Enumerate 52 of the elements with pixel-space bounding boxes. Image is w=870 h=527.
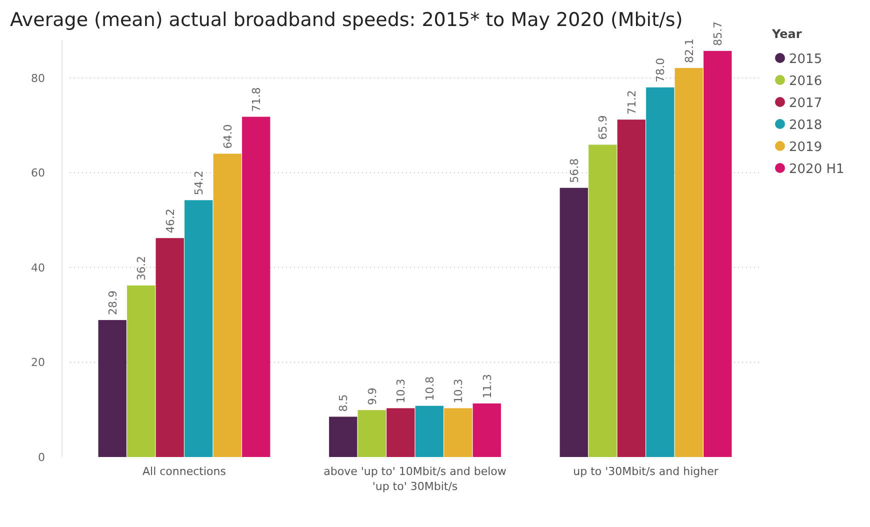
bar (213, 154, 242, 457)
bar (704, 50, 732, 457)
legend-label: 2019 (789, 140, 822, 155)
text: 36.2 (135, 256, 148, 280)
bar (184, 200, 213, 457)
x-tick-label: above 'up to' 10Mbit/s and below 'up to' 30Mbit/s (324, 465, 506, 493)
legend-title: Year (771, 27, 802, 41)
text: 10.3 (452, 378, 466, 404)
bar (127, 285, 156, 457)
text: 9.9 (366, 388, 379, 406)
bar (358, 410, 386, 457)
bar (646, 87, 674, 457)
y-tick-label: 40 (31, 261, 45, 274)
text: 11.3 (480, 374, 494, 398)
text: 65.9 (596, 115, 610, 140)
legend-label: 2017 (789, 96, 822, 111)
text: 64.0 (221, 124, 234, 149)
text: 71.2 (625, 90, 638, 115)
bar (674, 68, 703, 457)
text: 46.2 (164, 208, 177, 234)
text: 78.0 (654, 58, 668, 82)
bar (329, 416, 358, 457)
text: 82.1 (682, 38, 696, 63)
bar (386, 408, 415, 457)
bar (444, 408, 472, 457)
legend-label: 2020 H1 (789, 162, 844, 177)
y-tick-label: 0 (38, 451, 45, 464)
text: 10.3 (394, 378, 408, 404)
text: 8.5 (337, 394, 350, 412)
y-tick-label: 20 (31, 356, 45, 370)
chart-title: Average (mean) actual broadband speeds: 2015* to May 2020 (Mbit/s) (10, 9, 683, 31)
text: 56.8 (568, 158, 581, 183)
bar (98, 320, 126, 457)
bar (617, 120, 646, 457)
legend-label: 2015 (789, 52, 822, 67)
bar (415, 406, 444, 457)
bar (156, 238, 184, 457)
y-tick-label: 80 (31, 72, 45, 85)
bar (472, 403, 501, 457)
bar (242, 116, 270, 457)
text: 28.9 (106, 290, 120, 316)
x-tick-label: up to '30Mbit/s and higher (573, 465, 719, 478)
bar (588, 144, 617, 457)
legend-label: 2016 (789, 74, 822, 89)
text: 10.8 (423, 376, 436, 401)
legend-label: 2018 (789, 118, 822, 133)
text: 54.2 (192, 170, 206, 196)
text: 85.7 (712, 21, 725, 46)
x-tick-label: All connections (142, 465, 226, 478)
bar (560, 188, 588, 457)
y-tick-label: 60 (31, 166, 45, 180)
text: 71.8 (250, 87, 264, 112)
